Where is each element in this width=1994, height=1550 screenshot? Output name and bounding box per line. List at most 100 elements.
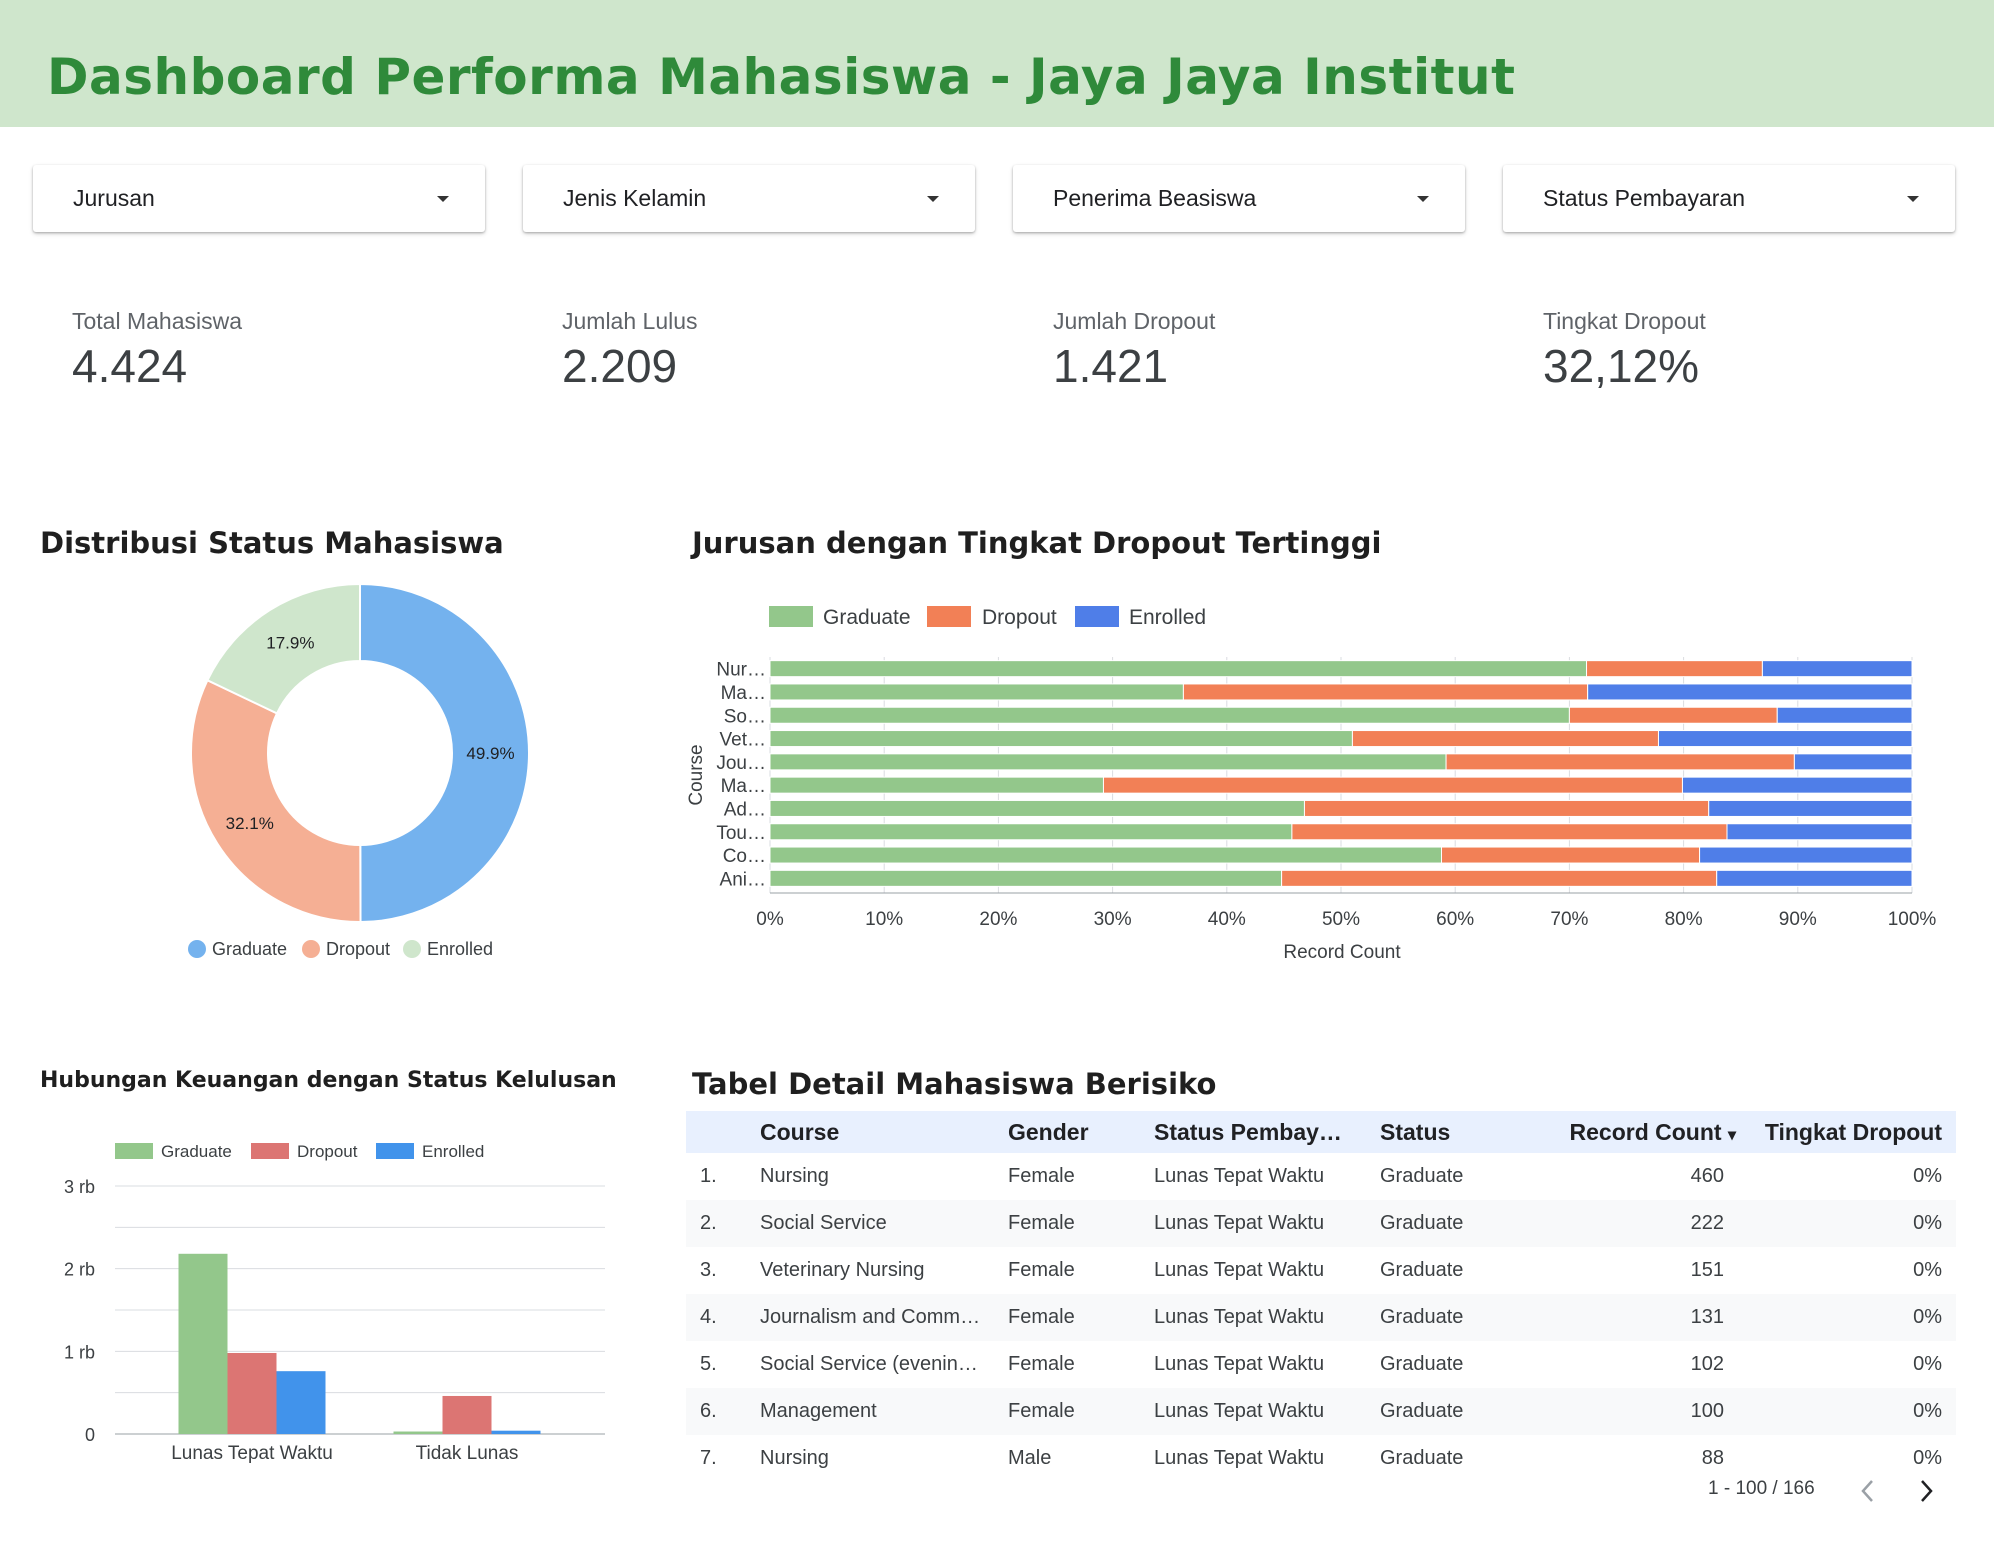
cell-tingkat-dropout: 0% xyxy=(1913,1259,1942,1281)
cell-status: Graduate xyxy=(1380,1200,1528,1247)
table-row[interactable]: 7. Nursing Male Lunas Tepat Waktu Graduate 88… xyxy=(686,1435,1956,1482)
bar-dropout[interactable] xyxy=(442,1395,492,1434)
cell-gender: Female xyxy=(1008,1353,1075,1375)
y-category-label: Vet… xyxy=(720,730,766,751)
x-tick-label: 50% xyxy=(1322,909,1360,930)
bar-dropout[interactable] xyxy=(227,1352,277,1434)
bar-dropout[interactable] xyxy=(1182,683,1589,701)
bar-enrolled[interactable] xyxy=(1761,660,1913,678)
x-tick-label: 10% xyxy=(865,909,903,930)
donut-chart: 49.9% 32.1% 17.9% xyxy=(190,582,530,924)
cell-tingkat-dropout: 0% xyxy=(1913,1447,1942,1469)
table-row[interactable]: 2. Social Service Female Lunas Tepat Waktu G… xyxy=(686,1200,1956,1247)
next-page-icon[interactable] xyxy=(1916,1478,1936,1504)
kpi-value: 2.209 xyxy=(562,340,678,392)
kpi-value: 1.421 xyxy=(1053,340,1169,392)
slice-dropout[interactable] xyxy=(190,678,362,923)
table-header-row: Course Gender Status Pembay… Status Reco… xyxy=(686,1111,1956,1153)
y-tick-label: 0 xyxy=(85,1425,95,1445)
bar-dropout[interactable] xyxy=(1445,753,1795,771)
bar-graduate[interactable] xyxy=(769,869,1283,887)
bar-dropout[interactable] xyxy=(1102,776,1683,794)
grouped-bars xyxy=(178,1253,541,1434)
bar-graduate[interactable] xyxy=(769,706,1570,724)
bar-enrolled[interactable] xyxy=(491,1430,541,1434)
bar-enrolled[interactable] xyxy=(1657,730,1913,748)
bar-enrolled[interactable] xyxy=(1587,683,1913,701)
row-index: 4. xyxy=(686,1294,760,1341)
bar-dropout[interactable] xyxy=(1281,869,1718,887)
legend-label-graduate: Graduate xyxy=(161,1142,232,1161)
bar-enrolled[interactable] xyxy=(1681,776,1913,794)
kpi-total-mahasiswa: Total Mahasiswa 4.424 xyxy=(72,308,242,393)
grouped-labels: 0 1 rb 2 rb 3 rb Lunas Tepat Waktu Tidak Luna… xyxy=(64,1177,518,1464)
stacked-x-axis-title: Record Count xyxy=(1283,942,1401,963)
bar-graduate[interactable] xyxy=(178,1253,228,1434)
x-tick-label: 60% xyxy=(1436,909,1474,930)
bar-enrolled[interactable] xyxy=(1716,869,1913,887)
bar-enrolled[interactable] xyxy=(276,1371,326,1434)
bar-graduate[interactable] xyxy=(769,799,1305,817)
col-record-count[interactable]: Record Count ▾ xyxy=(1528,1111,1758,1153)
col-tingkat-dropout[interactable]: Tingkat Dropout xyxy=(1758,1111,1956,1153)
bar-enrolled[interactable] xyxy=(1708,799,1913,817)
row-index: 6. xyxy=(686,1388,760,1435)
y-category-label: Ad… xyxy=(724,799,766,820)
cell-status-pembayaran: Lunas Tepat Waktu xyxy=(1154,1388,1380,1435)
x-tick-label: 20% xyxy=(979,909,1017,930)
bar-enrolled[interactable] xyxy=(1793,753,1913,771)
filter-penerima-beasiswa[interactable]: Penerima Beasiswa xyxy=(1013,165,1465,232)
bar-graduate[interactable] xyxy=(769,683,1184,701)
bar-graduate[interactable] xyxy=(769,776,1104,794)
x-tick-label: 70% xyxy=(1550,909,1588,930)
table-row[interactable]: 3. Veterinary Nursing Female Lunas Tepat Wa… xyxy=(686,1247,1956,1294)
x-tick-label: 40% xyxy=(1208,909,1246,930)
bar-graduate[interactable] xyxy=(769,753,1447,771)
slice-enrolled[interactable] xyxy=(206,582,361,715)
cell-course: Social Service xyxy=(760,1200,1008,1247)
cell-course: Nursing xyxy=(760,1447,829,1469)
col-gender[interactable]: Gender xyxy=(1008,1111,1154,1153)
legend-swatch-enrolled xyxy=(376,1143,414,1159)
bar-graduate[interactable] xyxy=(769,846,1442,864)
bar-enrolled[interactable] xyxy=(1726,823,1913,841)
table-row[interactable]: 6. Management Female Lunas Tepat Waktu Gradu… xyxy=(686,1388,1956,1435)
filter-jenis-kelamin[interactable]: Jenis Kelamin xyxy=(523,165,975,232)
legend-swatch-dropout xyxy=(251,1143,289,1159)
bar-dropout[interactable] xyxy=(1303,799,1710,817)
cell-gender: Female xyxy=(1008,1259,1075,1281)
bar-graduate[interactable] xyxy=(769,660,1588,678)
col-index xyxy=(686,1111,760,1153)
col-status[interactable]: Status xyxy=(1380,1111,1528,1153)
bar-enrolled[interactable] xyxy=(1699,846,1913,864)
cell-tingkat-dropout: 0% xyxy=(1758,1200,1956,1247)
table-title: Tabel Detail Mahasiswa Berisiko xyxy=(692,1067,1217,1101)
table-row[interactable]: 4. Journalism and Comm… Female Lunas Tepat … xyxy=(686,1294,1956,1341)
prev-page-icon[interactable] xyxy=(1858,1478,1878,1504)
legend-label-dropout: Dropout xyxy=(982,606,1057,629)
bar-dropout[interactable] xyxy=(1351,730,1659,748)
bar-dropout[interactable] xyxy=(1568,706,1778,724)
bar-graduate[interactable] xyxy=(393,1431,443,1434)
table-row[interactable]: 5. Social Service (evenin… Female Lunas Tep… xyxy=(686,1341,1956,1388)
bar-dropout[interactable] xyxy=(1291,823,1728,841)
bar-dropout[interactable] xyxy=(1440,846,1701,864)
filter-jurusan[interactable]: Jurusan xyxy=(33,165,485,232)
slice-graduate[interactable] xyxy=(359,582,530,924)
x-tick-label: 0% xyxy=(756,909,784,930)
filter-status-pembayaran[interactable]: Status Pembayaran xyxy=(1503,165,1955,232)
y-category-label: Ani… xyxy=(720,869,766,890)
page-title: Dashboard Performa Mahasiswa - Jaya Jaya… xyxy=(47,48,1516,106)
cell-tingkat-dropout: 0% xyxy=(1758,1294,1956,1341)
bar-enrolled[interactable] xyxy=(1776,706,1913,724)
col-course[interactable]: Course xyxy=(760,1111,1008,1153)
bar-graduate[interactable] xyxy=(769,730,1353,748)
legend-label-dropout: Dropout xyxy=(326,939,390,959)
bar-dropout[interactable] xyxy=(1586,660,1763,678)
col-status-pembayaran[interactable]: Status Pembay… xyxy=(1154,1111,1380,1153)
table-row[interactable]: 1. Nursing Female Lunas Tepat Waktu Graduate… xyxy=(686,1153,1956,1200)
stacked-chart-title: Jurusan dengan Tingkat Dropout Tertinggi xyxy=(692,526,1382,560)
bar-graduate[interactable] xyxy=(769,823,1293,841)
cell-gender: Male xyxy=(1008,1447,1052,1469)
cell-course: Management xyxy=(760,1388,1008,1435)
